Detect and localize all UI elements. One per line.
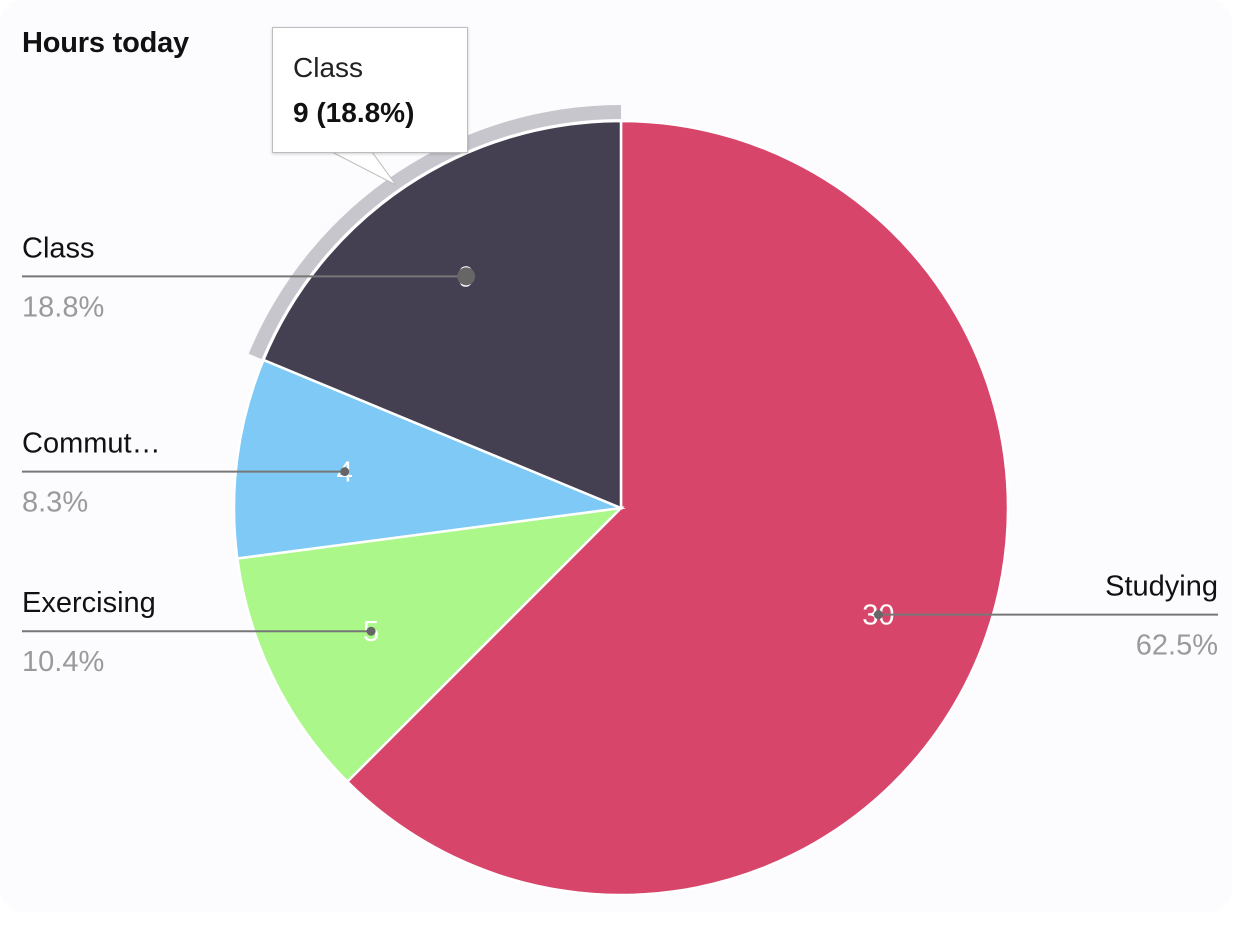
tooltip: Class 9 (18.8%)	[272, 27, 468, 153]
leader-dot-exercising	[366, 626, 376, 636]
leader-dot-studying	[873, 610, 883, 620]
tooltip-label: Class	[293, 52, 364, 83]
pie-slice-class	[261, 119, 623, 510]
chart-card: 30549Studying62.5%Exercising10.4%Commut……	[22, 27, 1218, 897]
pie-chart: 30549Studying62.5%Exercising10.4%Commut……	[22, 105, 1218, 897]
outer-label-exercising: Exercising	[22, 587, 156, 619]
pie-slice-commut	[232, 358, 626, 560]
outer-percent-studying: 62.5%	[1136, 630, 1218, 662]
outer-percent-exercising: 10.4%	[22, 646, 104, 678]
outer-label-studying: Studying	[1105, 571, 1218, 603]
chart-title: Hours today	[22, 27, 189, 59]
slice-highlight-ring	[248, 105, 621, 360]
leader-dot-class	[457, 267, 476, 286]
outer-label-commut: Commut…	[22, 428, 161, 460]
outer-percent-class: 18.8%	[22, 291, 104, 323]
pie-slice-exercising	[235, 506, 625, 784]
outer-label-class: Class	[22, 232, 95, 264]
leader-dot-commut	[340, 467, 350, 477]
tooltip-value: 9 (18.8%)	[293, 97, 415, 128]
outer-percent-commut: 8.3%	[22, 487, 88, 519]
pie-slice-studying	[345, 119, 1010, 897]
